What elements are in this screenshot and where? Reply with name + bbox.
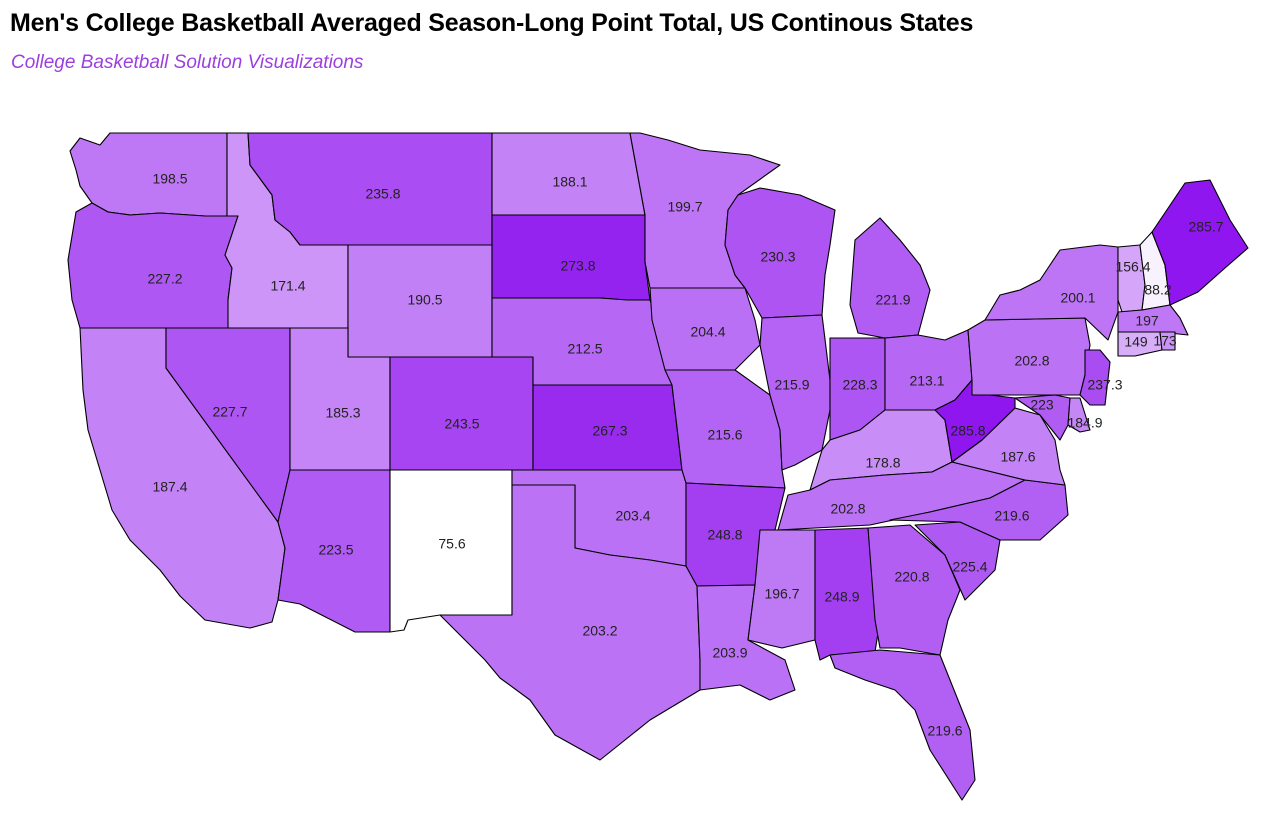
state-value-label-ia: 204.4 bbox=[690, 324, 725, 340]
state-tx bbox=[439, 484, 701, 761]
state-value-label-la: 203.9 bbox=[712, 645, 747, 661]
state-value-label-sd: 273.8 bbox=[560, 258, 595, 274]
state-value-label-ut: 185.3 bbox=[325, 405, 360, 421]
state-value-label-sc: 225.4 bbox=[952, 559, 987, 575]
state-value-label-co: 243.5 bbox=[444, 416, 479, 432]
state-value-label-ct: 149 bbox=[1124, 334, 1148, 350]
state-mi bbox=[849, 217, 931, 339]
state-value-label-wi: 230.3 bbox=[760, 249, 795, 265]
state-value-label-va: 187.6 bbox=[1000, 449, 1035, 465]
state-ia bbox=[649, 287, 761, 371]
state-mo bbox=[664, 369, 786, 489]
state-value-label-de: 184.9 bbox=[1067, 415, 1102, 431]
state-value-label-ok: 203.4 bbox=[615, 508, 650, 524]
state-or bbox=[67, 202, 239, 329]
state-value-label-in: 228.3 bbox=[842, 377, 877, 393]
state-value-label-nc: 219.6 bbox=[994, 508, 1029, 524]
state-value-label-al: 248.9 bbox=[824, 589, 859, 605]
state-value-label-ma: 197 bbox=[1135, 313, 1159, 329]
state-value-label-ny: 200.1 bbox=[1060, 290, 1095, 306]
state-value-label-oh: 213.1 bbox=[909, 373, 944, 389]
state-value-label-ar: 248.8 bbox=[707, 527, 742, 543]
state-value-label-vt: 156.4 bbox=[1115, 259, 1150, 275]
state-value-label-wy: 190.5 bbox=[407, 292, 442, 308]
state-ct bbox=[1117, 331, 1163, 357]
state-value-label-fl: 219.6 bbox=[927, 723, 962, 739]
state-value-label-ms: 196.7 bbox=[764, 586, 799, 602]
page-title: Men's College Basketball Averaged Season… bbox=[10, 9, 974, 37]
state-value-label-nj: 237.3 bbox=[1087, 377, 1122, 393]
state-value-label-tx: 203.2 bbox=[582, 623, 617, 639]
state-value-label-or: 227.2 bbox=[147, 271, 182, 287]
state-nc bbox=[889, 479, 1069, 541]
state-value-label-wv: 285.8 bbox=[950, 423, 985, 439]
state-value-label-ne: 212.5 bbox=[567, 341, 602, 357]
state-value-label-wa: 198.5 bbox=[152, 171, 187, 187]
state-value-label-ks: 267.3 bbox=[592, 423, 627, 439]
state-value-label-nm: 75.6 bbox=[438, 536, 465, 552]
state-ga bbox=[867, 524, 961, 656]
state-value-label-ga: 220.8 bbox=[894, 569, 929, 585]
state-value-label-tn: 202.8 bbox=[830, 501, 865, 517]
state-value-label-ca: 187.4 bbox=[152, 479, 187, 495]
state-co bbox=[389, 356, 534, 471]
state-value-label-mi: 221.9 bbox=[875, 292, 910, 308]
state-value-label-me: 285.7 bbox=[1188, 219, 1223, 235]
state-value-label-mt: 235.8 bbox=[365, 186, 400, 202]
state-il bbox=[759, 314, 831, 471]
state-value-label-ri: 173 bbox=[1153, 333, 1177, 349]
state-value-label-mo: 215.6 bbox=[707, 427, 742, 443]
state-me bbox=[1151, 179, 1249, 306]
state-value-label-id: 171.4 bbox=[270, 278, 305, 294]
state-ri bbox=[1159, 331, 1176, 351]
state-wv bbox=[934, 379, 1016, 463]
state-fl bbox=[829, 649, 976, 801]
state-value-label-pa: 202.8 bbox=[1014, 353, 1049, 369]
state-value-label-az: 223.5 bbox=[318, 542, 353, 558]
state-value-label-nv: 227.7 bbox=[212, 404, 247, 420]
state-value-label-nh: 88.2 bbox=[1144, 282, 1171, 298]
page-subtitle: College Basketball Solution Visualizatio… bbox=[11, 52, 364, 73]
state-value-label-mn: 199.7 bbox=[667, 199, 702, 215]
state-de bbox=[1067, 397, 1091, 433]
state-value-label-nd: 188.1 bbox=[552, 174, 587, 190]
state-value-label-il: 215.9 bbox=[774, 377, 809, 393]
state-value-label-md: 223 bbox=[1030, 397, 1054, 413]
state-ny bbox=[984, 244, 1119, 341]
state-value-label-ky: 178.8 bbox=[865, 455, 900, 471]
state-nj bbox=[1079, 349, 1111, 406]
